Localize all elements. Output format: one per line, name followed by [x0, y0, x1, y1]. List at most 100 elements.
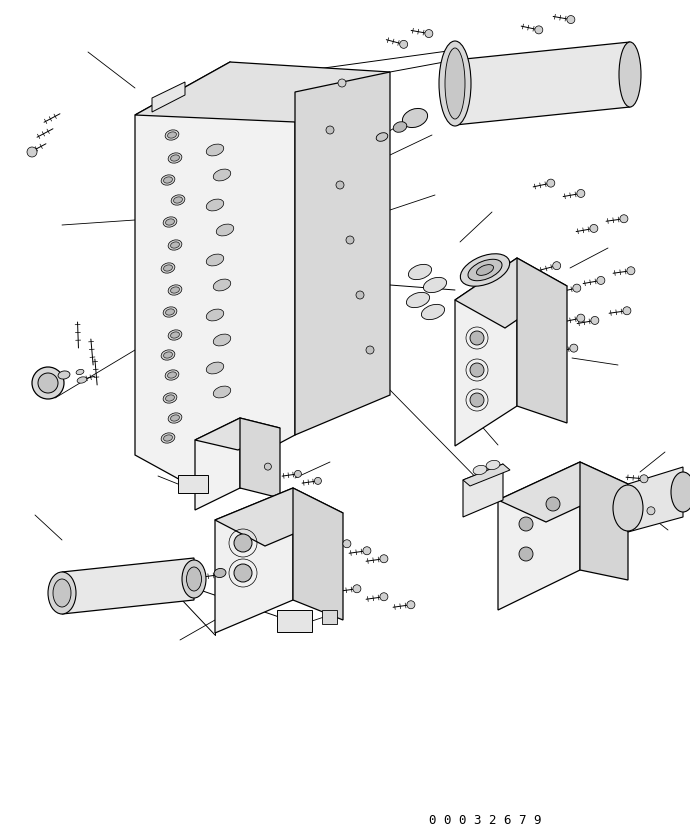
Ellipse shape — [170, 415, 179, 421]
Ellipse shape — [170, 287, 179, 293]
Ellipse shape — [408, 265, 432, 280]
Polygon shape — [135, 62, 295, 488]
Polygon shape — [295, 72, 390, 435]
Ellipse shape — [161, 175, 175, 185]
Polygon shape — [62, 558, 194, 614]
Ellipse shape — [213, 279, 230, 291]
Circle shape — [519, 547, 533, 561]
Polygon shape — [240, 418, 280, 498]
Ellipse shape — [165, 370, 179, 380]
Circle shape — [535, 26, 543, 34]
Polygon shape — [517, 258, 567, 423]
Ellipse shape — [671, 472, 690, 512]
Ellipse shape — [213, 334, 230, 346]
Circle shape — [363, 547, 371, 554]
Ellipse shape — [165, 129, 179, 140]
Ellipse shape — [164, 435, 172, 441]
Ellipse shape — [170, 154, 179, 161]
Circle shape — [627, 266, 635, 275]
Ellipse shape — [53, 579, 71, 607]
Circle shape — [620, 215, 628, 223]
Polygon shape — [580, 462, 628, 580]
Circle shape — [573, 284, 581, 292]
Ellipse shape — [460, 254, 510, 286]
Ellipse shape — [186, 567, 201, 591]
Ellipse shape — [486, 460, 500, 469]
Polygon shape — [215, 488, 293, 633]
Ellipse shape — [213, 386, 230, 398]
Circle shape — [356, 291, 364, 299]
Circle shape — [546, 180, 555, 187]
Circle shape — [470, 393, 484, 407]
Ellipse shape — [613, 485, 643, 531]
Polygon shape — [498, 462, 580, 610]
Ellipse shape — [213, 169, 230, 181]
Ellipse shape — [170, 242, 179, 248]
Ellipse shape — [168, 240, 182, 250]
Ellipse shape — [166, 219, 175, 225]
Ellipse shape — [163, 217, 177, 227]
Ellipse shape — [168, 330, 182, 340]
Bar — [178, 475, 208, 493]
Circle shape — [38, 373, 58, 393]
Ellipse shape — [206, 254, 224, 266]
Circle shape — [590, 225, 598, 232]
Text: 9: 9 — [533, 813, 541, 827]
Ellipse shape — [168, 132, 177, 138]
Circle shape — [567, 16, 575, 23]
Ellipse shape — [166, 395, 175, 401]
Ellipse shape — [206, 309, 224, 321]
Ellipse shape — [206, 144, 224, 156]
Polygon shape — [455, 42, 630, 125]
Ellipse shape — [171, 195, 185, 205]
Circle shape — [470, 363, 484, 377]
Bar — [322, 610, 337, 624]
Circle shape — [27, 147, 37, 157]
Ellipse shape — [166, 309, 175, 315]
Ellipse shape — [163, 392, 177, 403]
Polygon shape — [215, 488, 343, 546]
Circle shape — [366, 346, 374, 354]
Circle shape — [295, 470, 302, 478]
Circle shape — [640, 475, 648, 483]
Circle shape — [577, 190, 585, 197]
Circle shape — [346, 236, 354, 244]
Ellipse shape — [170, 331, 179, 338]
Ellipse shape — [168, 372, 177, 378]
Ellipse shape — [214, 569, 226, 578]
Ellipse shape — [58, 371, 70, 379]
Text: 0: 0 — [428, 813, 436, 827]
Ellipse shape — [77, 377, 87, 383]
Ellipse shape — [439, 41, 471, 126]
Polygon shape — [455, 258, 567, 328]
Ellipse shape — [161, 433, 175, 443]
Ellipse shape — [406, 292, 430, 307]
Circle shape — [470, 331, 484, 345]
Ellipse shape — [161, 263, 175, 273]
Circle shape — [380, 554, 388, 563]
Ellipse shape — [163, 306, 177, 317]
Polygon shape — [152, 82, 185, 112]
Ellipse shape — [376, 133, 388, 141]
Ellipse shape — [164, 265, 172, 271]
Ellipse shape — [168, 153, 182, 163]
Polygon shape — [195, 418, 240, 510]
Ellipse shape — [164, 352, 172, 358]
Circle shape — [315, 478, 322, 484]
Ellipse shape — [422, 305, 444, 320]
Circle shape — [553, 261, 561, 270]
Circle shape — [336, 181, 344, 189]
Text: 7: 7 — [518, 813, 526, 827]
Circle shape — [425, 29, 433, 38]
Polygon shape — [463, 464, 510, 486]
Ellipse shape — [161, 350, 175, 360]
Circle shape — [400, 40, 408, 48]
Text: 3: 3 — [473, 813, 481, 827]
Text: 0: 0 — [458, 813, 466, 827]
Text: 6: 6 — [503, 813, 511, 827]
Ellipse shape — [174, 197, 182, 203]
Polygon shape — [455, 258, 517, 446]
Circle shape — [570, 344, 578, 352]
Ellipse shape — [424, 277, 446, 292]
Ellipse shape — [206, 362, 224, 374]
